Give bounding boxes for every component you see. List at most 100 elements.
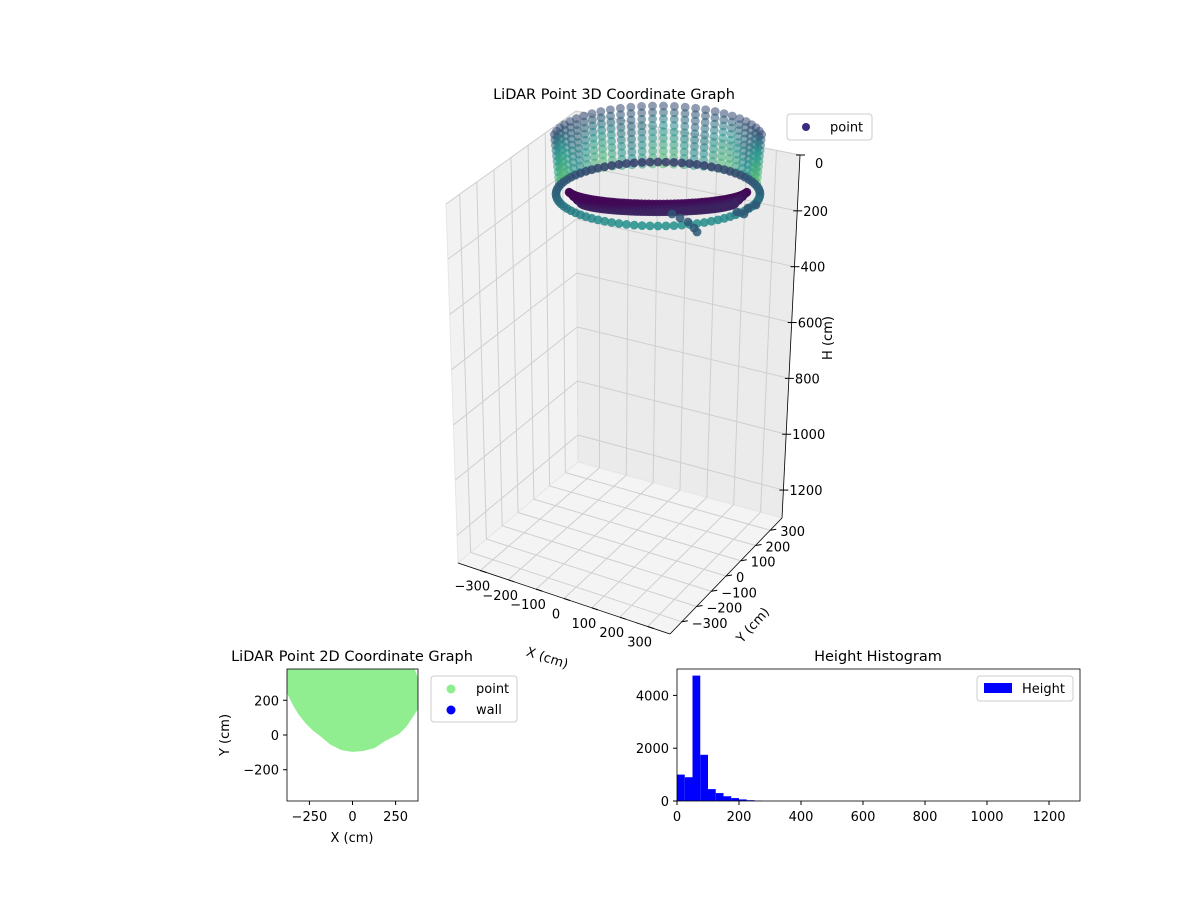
- chart-3d: LiDAR Point 3D Coordinate Graph −300−200…: [445, 87, 873, 673]
- point-3d: [653, 157, 663, 167]
- point-3d: [648, 146, 658, 156]
- point-3d: [708, 150, 718, 160]
- point-3d: [670, 102, 679, 111]
- point-3d: [607, 161, 617, 170]
- point-3d: [680, 115, 690, 125]
- grid-line-z-back: [576, 272, 792, 324]
- point-3d: [685, 159, 694, 168]
- x-tick-label-2d: 250: [383, 810, 408, 825]
- grid-line-x-wall: [733, 144, 748, 505]
- legend-histogram-swatch: [984, 683, 1012, 693]
- point-3d: [597, 119, 606, 129]
- point-3d: [658, 127, 668, 137]
- grid-line-x-wall: [652, 127, 660, 483]
- point-3d: [743, 203, 753, 213]
- x-tick-label-histogram: 0: [673, 810, 681, 825]
- point-3d: [669, 134, 679, 143]
- grid-line-z-back: [577, 380, 787, 435]
- histogram-bar: [684, 777, 693, 801]
- grid-line-y-wall: [510, 157, 519, 513]
- x-tick-label-histogram: 800: [913, 810, 938, 825]
- z-tick-label-3d: 1200: [789, 484, 822, 499]
- point-3d: [616, 110, 625, 120]
- y-tick-label-3d: 300: [780, 525, 805, 540]
- point-3d: [679, 141, 689, 150]
- point-3d: [700, 136, 709, 146]
- legend-histogram-label: Height: [1022, 682, 1065, 697]
- point-3d: [597, 138, 607, 148]
- point-3d: [596, 113, 606, 123]
- point-3d: [627, 141, 637, 150]
- point-3d: [614, 219, 624, 228]
- point-3d: [690, 122, 700, 132]
- point-3d: [659, 120, 668, 130]
- y-tick-label-2d: 200: [254, 694, 279, 709]
- point-3d: [614, 160, 624, 169]
- x-tick-label-3d: 300: [627, 636, 652, 651]
- y-tick-3d: [681, 620, 688, 623]
- legend-2d: point wall: [430, 675, 518, 723]
- x-tick-3d: [563, 598, 571, 601]
- grid-3d: [445, 110, 801, 627]
- point-3d: [593, 163, 603, 173]
- point-3d: [617, 148, 627, 158]
- point-3d: [690, 129, 700, 139]
- histogram-bar: [700, 754, 708, 801]
- x-axis-label-3d: X (cm): [524, 645, 570, 673]
- point-3d: [683, 217, 693, 227]
- point-3d: [629, 158, 639, 168]
- grid-line-y-wall: [459, 194, 472, 553]
- point-3d: [622, 159, 631, 168]
- legend-histogram: Height: [976, 675, 1074, 702]
- point-3d: [617, 142, 626, 151]
- point-3d: [648, 133, 658, 143]
- point-3d: [708, 144, 718, 154]
- point-3d: [637, 221, 647, 231]
- grid-line-z-left: [456, 434, 579, 536]
- point-3d: [669, 147, 679, 156]
- ticks-histogram: 0 200 400 600 800 1000 1200 0 2000 4000: [636, 689, 1066, 825]
- point-3d: [669, 140, 679, 150]
- grid-line-y-wall: [476, 181, 487, 540]
- point-3d: [701, 111, 710, 121]
- point-3d: [653, 221, 663, 231]
- point-3d: [667, 209, 677, 219]
- point-3d: [596, 107, 606, 116]
- grid-line-y-wall: [527, 145, 535, 500]
- point-3d: [626, 128, 636, 138]
- point-3d: [616, 122, 626, 132]
- legend-2d-marker-point: [446, 684, 456, 694]
- point-3d: [692, 227, 702, 237]
- grid-line-z-back: [576, 218, 795, 268]
- grid-line-z-left: [451, 272, 578, 371]
- x-tick-label-3d: −100: [510, 598, 546, 613]
- x-tick-3d: [480, 569, 487, 573]
- point-3d: [600, 162, 610, 172]
- point-3d: [597, 125, 607, 135]
- y-tick-3d: [725, 574, 733, 577]
- y-tick-label-3d: −200: [707, 602, 743, 617]
- point-cloud-3d: [549, 101, 767, 237]
- y-tick-label-3d: −100: [721, 586, 757, 601]
- point-3d: [648, 127, 658, 137]
- point-3d: [675, 213, 685, 223]
- point-3d: [680, 109, 690, 118]
- point-3d: [700, 117, 710, 127]
- x-tick-label-histogram: 200: [727, 810, 752, 825]
- y-axis-label-2d: Y (cm): [218, 714, 233, 757]
- point-3d: [689, 148, 699, 158]
- point-3d: [622, 220, 631, 229]
- x-tick-label-3d: 0: [552, 608, 560, 623]
- point-3d: [598, 144, 608, 154]
- point-3d: [607, 149, 617, 159]
- point-3d: [679, 147, 689, 157]
- grid-line-y: [517, 512, 727, 577]
- point-3d: [669, 121, 679, 131]
- point-3d: [669, 108, 679, 118]
- point-3d: [629, 220, 639, 230]
- point-3d: [637, 121, 647, 131]
- chart-2d-title: LiDAR Point 2D Coordinate Graph: [231, 649, 473, 665]
- point-3d: [637, 127, 647, 137]
- x-tick-label-2d: 0: [348, 810, 356, 825]
